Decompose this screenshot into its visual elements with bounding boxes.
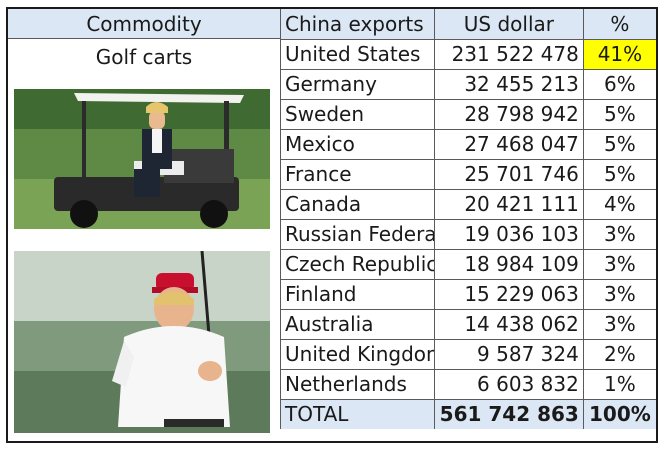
country-cell: United Kingdom: [280, 338, 435, 370]
pct-cell-highlighted: 41%: [582, 38, 656, 70]
pct-cell: 3%: [582, 278, 656, 310]
table-row: Canada 20 421 111 4%: [280, 188, 656, 220]
usd-cell: 28 798 942: [434, 98, 584, 130]
table-row: Germany 32 455 213 6%: [280, 68, 656, 100]
country-cell: Canada: [280, 188, 435, 220]
pct-cell: 3%: [582, 248, 656, 280]
pct-cell: 1%: [582, 368, 656, 400]
total-label: TOTAL: [280, 398, 435, 429]
commodity-name: Golf carts: [95, 45, 193, 69]
usd-cell: 6 603 832: [434, 368, 584, 400]
pct-cell: 5%: [582, 128, 656, 160]
total-usd: 561 742 863: [434, 398, 584, 429]
usd-cell: 14 438 062: [434, 308, 584, 340]
golf-cart-photo: [14, 89, 270, 229]
column-header-country: China exports: [280, 9, 435, 40]
country-cell: Germany: [280, 68, 435, 100]
pct-cell: 3%: [582, 308, 656, 340]
pct-cell: 3%: [582, 218, 656, 250]
total-row: TOTAL 561 742 863 100%: [280, 398, 656, 429]
commodity-table-frame: Commodity Golf carts: [6, 7, 658, 443]
exports-table: China exports US dollar % United States …: [280, 9, 656, 429]
table-header-row: China exports US dollar %: [280, 9, 656, 40]
total-pct: 100%: [582, 398, 656, 429]
table-row: Czech Republic 18 984 109 3%: [280, 248, 656, 280]
country-cell: Netherlands: [280, 368, 435, 400]
table-row: Netherlands 6 603 832 1%: [280, 368, 656, 400]
usd-cell: 32 455 213: [434, 68, 584, 100]
country-cell: Mexico: [280, 128, 435, 160]
table-row: Finland 15 229 063 3%: [280, 278, 656, 310]
usd-cell: 20 421 111: [434, 188, 584, 220]
pct-cell: 2%: [582, 338, 656, 370]
country-cell: Russian Federati: [280, 218, 435, 250]
table-row: Sweden 28 798 942 5%: [280, 98, 656, 130]
usd-cell: 18 984 109: [434, 248, 584, 280]
table-row: United Kingdom 9 587 324 2%: [280, 338, 656, 370]
table-row: Russian Federati 19 036 103 3%: [280, 218, 656, 250]
country-cell: Australia: [280, 308, 435, 340]
usd-cell: 9 587 324: [434, 338, 584, 370]
pct-cell: 6%: [582, 68, 656, 100]
country-cell: Sweden: [280, 98, 435, 130]
usd-cell: 19 036 103: [434, 218, 584, 250]
commodity-header: Commodity: [8, 9, 280, 39]
usd-cell: 27 468 047: [434, 128, 584, 160]
pct-cell: 5%: [582, 158, 656, 190]
table-row: Australia 14 438 062 3%: [280, 308, 656, 340]
table-row: Mexico 27 468 047 5%: [280, 128, 656, 160]
usd-cell: 231 522 478: [434, 38, 584, 70]
pct-cell: 4%: [582, 188, 656, 220]
country-cell: United States: [280, 38, 435, 70]
usd-cell: 15 229 063: [434, 278, 584, 310]
table-row: United States 231 522 478 41%: [280, 38, 656, 70]
column-header-usd: US dollar: [434, 9, 584, 40]
usd-cell: 25 701 746: [434, 158, 584, 190]
pct-cell: 5%: [582, 98, 656, 130]
column-header-pct: %: [582, 9, 656, 40]
country-cell: France: [280, 158, 435, 190]
golfer-photo: [14, 251, 270, 433]
country-cell: Finland: [280, 278, 435, 310]
country-cell: Czech Republic: [280, 248, 435, 280]
commodity-panel: Commodity Golf carts: [8, 9, 280, 441]
table-row: France 25 701 746 5%: [280, 158, 656, 190]
